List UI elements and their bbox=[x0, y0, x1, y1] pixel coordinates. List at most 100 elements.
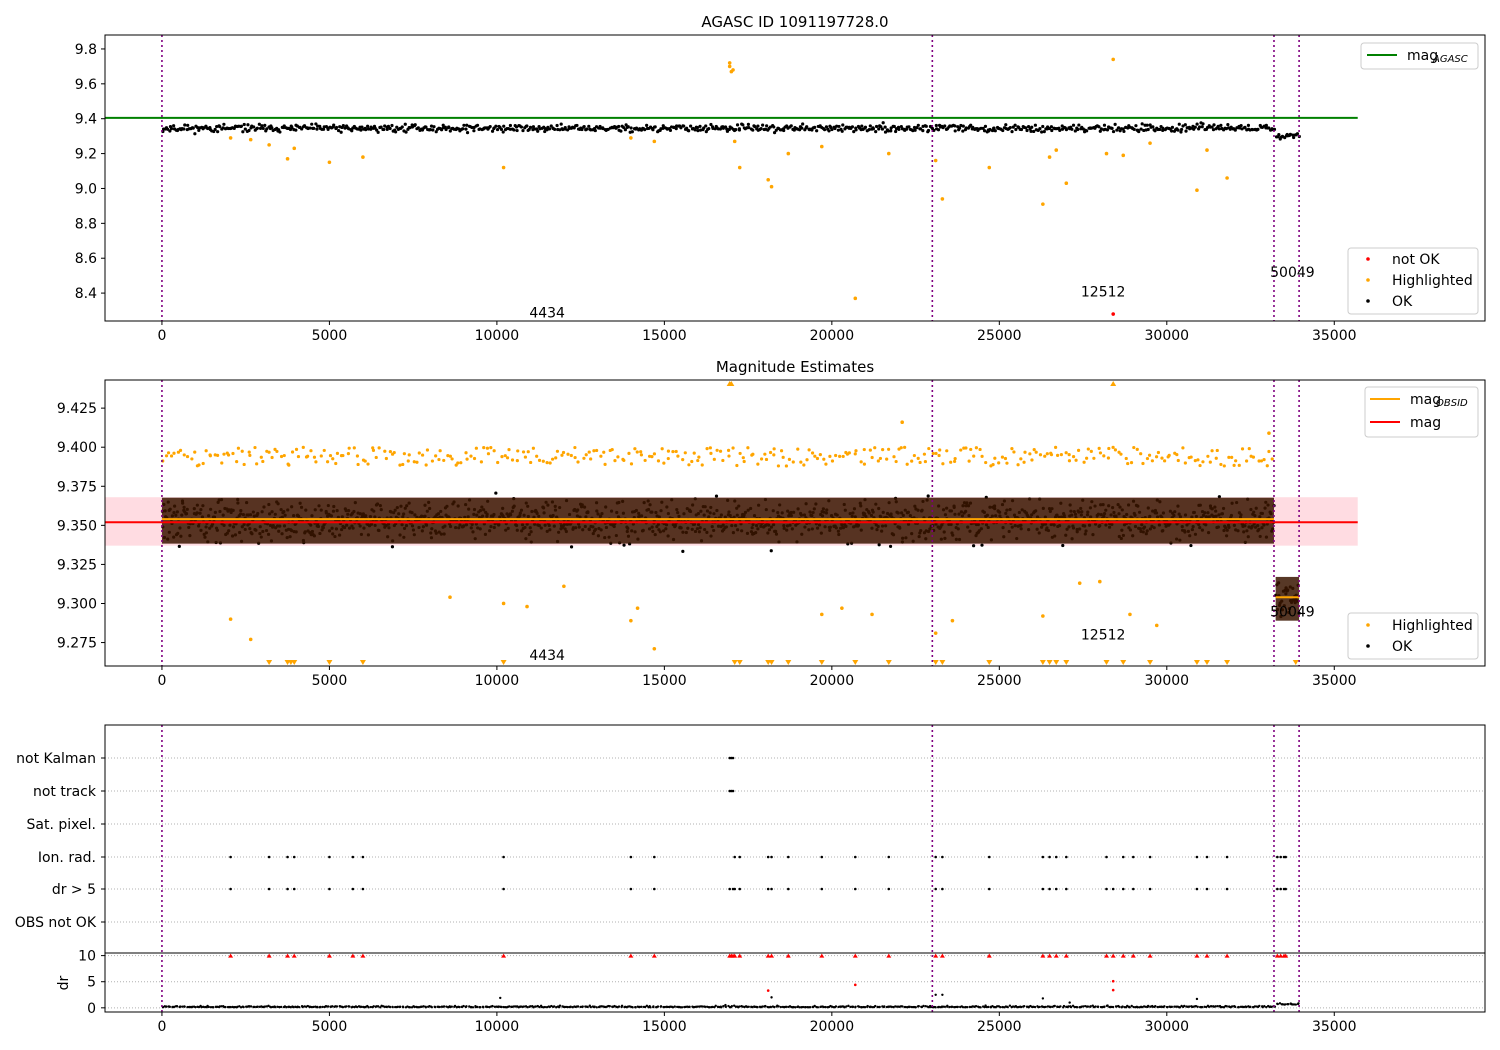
panel-2-y-axis: 9.275 9.300 9.325 9.350 9.375 9.400 9.425 bbox=[57, 401, 105, 652]
ok-point bbox=[1113, 122, 1117, 126]
ok-point bbox=[547, 127, 552, 131]
ok-point bbox=[695, 126, 700, 130]
highlighted-point bbox=[182, 453, 186, 457]
x-tick-label: 0 bbox=[157, 673, 166, 689]
x-tick-label: 25000 bbox=[977, 673, 1022, 689]
highlighted-point bbox=[1227, 455, 1231, 459]
flag-point bbox=[1132, 887, 1135, 891]
ok-point bbox=[1077, 123, 1081, 127]
dr-point bbox=[207, 1005, 211, 1009]
dr-capped-marker bbox=[933, 953, 939, 958]
highlighted-point bbox=[273, 447, 277, 451]
ok-point bbox=[390, 123, 394, 128]
ok-point bbox=[270, 126, 274, 130]
highlighted-point bbox=[1214, 456, 1218, 460]
x-tick-label: 35000 bbox=[1312, 328, 1357, 344]
ok-point bbox=[247, 128, 251, 133]
ok-point bbox=[290, 125, 294, 130]
highlighted-point bbox=[683, 451, 687, 455]
x-tick-label: 30000 bbox=[1145, 328, 1190, 344]
ok-point bbox=[874, 130, 878, 134]
highlighted-point bbox=[1111, 57, 1116, 62]
dr-point bbox=[634, 1006, 637, 1009]
flag-point bbox=[361, 855, 365, 859]
dr-point bbox=[643, 1005, 647, 1009]
x-tick-label: 20000 bbox=[810, 328, 855, 344]
dr-point bbox=[645, 1004, 649, 1008]
flag-point bbox=[1225, 887, 1229, 891]
dr-capped-marker bbox=[285, 953, 291, 958]
highlighted-point bbox=[916, 456, 920, 460]
ok-point bbox=[835, 124, 839, 128]
legend-subscript: AGASC bbox=[1432, 54, 1468, 65]
highlighted-point bbox=[430, 459, 435, 463]
ok-point bbox=[753, 125, 757, 129]
highlighted-point bbox=[541, 459, 545, 463]
dr-point bbox=[319, 1005, 322, 1009]
magnitude-estimates-panel: Magnitude Estimates 4434 12512 50049 0 5000… bbox=[57, 358, 1486, 689]
ok-point bbox=[934, 123, 938, 128]
dr-point bbox=[910, 1005, 913, 1009]
ok-point bbox=[260, 124, 264, 128]
highlighted-point bbox=[945, 449, 949, 453]
ok-point bbox=[693, 128, 697, 132]
highlighted-point bbox=[314, 460, 318, 464]
highlighted-point bbox=[738, 451, 742, 456]
ok-point bbox=[182, 127, 186, 131]
dr-point bbox=[876, 1005, 880, 1009]
flag-point bbox=[1065, 855, 1068, 859]
ok-point bbox=[432, 125, 436, 129]
below-range-marker bbox=[885, 660, 892, 665]
ok-point bbox=[242, 122, 246, 127]
flags-plot-area bbox=[105, 725, 1485, 1012]
dr-point bbox=[801, 1005, 805, 1009]
highlighted-point bbox=[448, 454, 452, 458]
highlighted-point bbox=[492, 449, 496, 453]
highlighted-point bbox=[731, 446, 735, 450]
highlighted-point bbox=[922, 452, 927, 456]
dr-capped-marker bbox=[732, 953, 738, 958]
dr-point bbox=[335, 1005, 339, 1008]
dr-point bbox=[253, 1005, 256, 1009]
ok-point bbox=[1240, 127, 1244, 131]
highlighted-point bbox=[1121, 153, 1126, 158]
ok-point bbox=[490, 129, 495, 133]
dr-point bbox=[1156, 1005, 1159, 1009]
highlighted-point bbox=[319, 454, 323, 458]
ok-point bbox=[880, 127, 885, 131]
dr-point bbox=[951, 1005, 954, 1008]
below-range-marker bbox=[1292, 660, 1299, 665]
highlighted-point bbox=[751, 452, 755, 456]
dr-point bbox=[1212, 1005, 1216, 1008]
highlighted-point bbox=[500, 455, 504, 459]
dr-point bbox=[649, 1006, 652, 1009]
highlighted-point bbox=[1082, 460, 1086, 464]
y-tick-label: 9.0 bbox=[75, 181, 97, 197]
highlighted-point bbox=[974, 446, 978, 450]
highlighted-point bbox=[261, 459, 265, 464]
dr-capped-marker bbox=[819, 953, 825, 958]
dr-capped-marker bbox=[1204, 953, 1210, 958]
dr-point bbox=[798, 1006, 802, 1009]
ok-point bbox=[258, 126, 263, 131]
ok-point bbox=[926, 128, 931, 133]
highlighted-point bbox=[791, 460, 795, 464]
ok-point bbox=[168, 129, 172, 133]
highlighted-point bbox=[870, 612, 874, 617]
highlighted-point bbox=[270, 455, 274, 460]
highlighted-point bbox=[334, 461, 338, 466]
ok-point bbox=[580, 127, 584, 132]
dr-point bbox=[1245, 1005, 1248, 1009]
highlighted-point bbox=[1030, 458, 1034, 462]
dr-point bbox=[863, 1005, 867, 1009]
flag-point bbox=[820, 887, 824, 891]
flag-point bbox=[787, 855, 790, 859]
dr-red-point bbox=[1111, 988, 1115, 992]
ok-point bbox=[741, 123, 745, 127]
dr-point bbox=[589, 1005, 592, 1009]
dr-point bbox=[1038, 1005, 1041, 1009]
highlighted-point bbox=[292, 146, 297, 151]
highlighted-point bbox=[417, 451, 421, 455]
legend-box bbox=[1347, 612, 1479, 660]
ok-point bbox=[431, 128, 435, 132]
